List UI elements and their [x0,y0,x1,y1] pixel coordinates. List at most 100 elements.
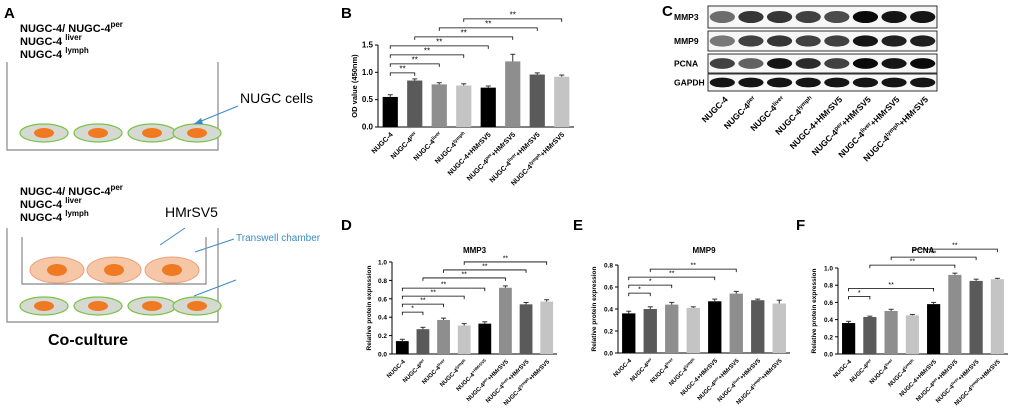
significance-label: ** [669,271,675,278]
bar [969,280,983,354]
category-text: NUGC-4 [935,384,956,405]
bar [948,274,962,354]
y-tick-label: 0.6 [378,296,387,303]
western-blot: MMP3MMP9PCNAGAPDHNUGC-4NUGC-4perNUGC-4li… [674,5,938,163]
blot-band [766,77,793,88]
category-label: NUGC-4 [833,359,854,380]
significance-bracket [463,261,548,265]
chart-title: MMP9 [692,246,716,255]
blot-band [824,10,850,24]
category-sup: per [484,152,494,162]
category-text: NUGC-4 [485,384,506,405]
blot-band [852,58,879,69]
nucleus [47,264,67,276]
bar [751,300,765,353]
blot-band [738,58,764,69]
category-sup: per [833,121,844,132]
category-text: NUGC-4 [402,363,423,384]
category-sup: per [481,376,489,384]
category-text: NUGC-4 [861,133,891,163]
bar [643,309,657,353]
significance-bracket [463,18,563,22]
blot-band [910,10,936,24]
y-axis-label: Relative protein expression [591,267,598,352]
significance-bracket [389,63,440,67]
y-tick-label: 0.0 [378,352,387,359]
y-tick-label: 0.4 [378,315,387,322]
category-sup: per [745,95,756,106]
category-text: NUGC-4 [466,159,490,183]
bar [478,323,492,354]
category-label: NUGC-4per+HMrSV5 [465,130,517,182]
category-sup: liver [950,376,960,386]
category-text: NUGC-4 [503,386,524,407]
blot-band [738,35,764,47]
bar [729,293,743,353]
blot-band [795,77,821,88]
bar [905,315,919,354]
blot-row-label: MMP3 [674,12,699,22]
significance-label: ** [510,10,516,19]
panel-label-c: C [662,3,673,20]
y-tick-label: 0.0 [604,351,613,358]
blot-band [738,77,764,88]
nucleus [34,128,54,138]
category-sup: lymph [683,356,696,369]
blot-band [824,35,850,47]
transwell-insert [21,237,207,285]
category-sup: liver [500,376,510,386]
blot-strip [707,30,938,52]
y-tick-label: 0.4 [824,317,833,324]
significance-bracket [389,54,465,58]
blot-band [709,58,735,69]
blot-row-label: GAPDH [674,78,705,88]
y-axis-label: OD value (450nm) [350,54,359,118]
panel-a-schematic: A NUGC-4/ NUGC-4per NUGC-4 liver NUGC-4 … [4,5,321,349]
bar [457,325,471,354]
blot-band [881,77,907,88]
category-sup: lymph [797,95,814,112]
significance-label: * [411,306,414,313]
blot-band [795,58,821,69]
blot-band [910,58,936,69]
significance-label: * [858,290,861,297]
category-text: NUGC-4 [421,365,442,386]
blot-band [738,10,764,24]
category-tail: +HMrSV5 [979,359,1002,382]
blot-row-label: PCNA [674,59,698,69]
significance-label: ** [931,251,937,258]
bar [416,329,430,354]
nucleus [104,264,124,276]
arrowhead-icon [194,118,203,124]
bar [884,311,898,354]
blot-band [910,35,936,47]
category-sup: lymph [454,357,467,370]
nucleus [88,301,108,311]
significance-label: * [649,279,652,286]
significance-bracket [869,264,956,269]
nugc-cells-label: NUGC cells [240,90,313,106]
bar [622,313,636,353]
chart-d-mmp3: MMP3 0.0 0.2 0.4 0.6 0.8 1.0 Relative protein e… [366,246,557,407]
category-sup: per [408,130,418,140]
category-text: NUGC-4 [489,160,513,184]
blot-band [709,10,735,24]
y-axis-label: Relative protein expression [366,266,373,351]
y-tick-label: 0.8 [604,263,613,270]
blot-band [795,35,821,47]
blot-band [852,77,879,88]
category-sup: per [417,357,425,365]
bar [554,76,570,127]
blot-band [824,77,850,88]
bar [529,74,545,127]
category-text: NUGC-4 [390,137,414,161]
bar [863,317,877,354]
blot-strip [707,73,938,92]
chart-title: PCNA [912,246,935,255]
significance-bracket [438,27,538,31]
bar [505,61,521,127]
bottom-pointer-arrow [193,279,237,297]
transwell-pointer-arrow [194,238,235,253]
blot-band [910,77,936,88]
category-text: NUGC-4 [888,367,909,388]
